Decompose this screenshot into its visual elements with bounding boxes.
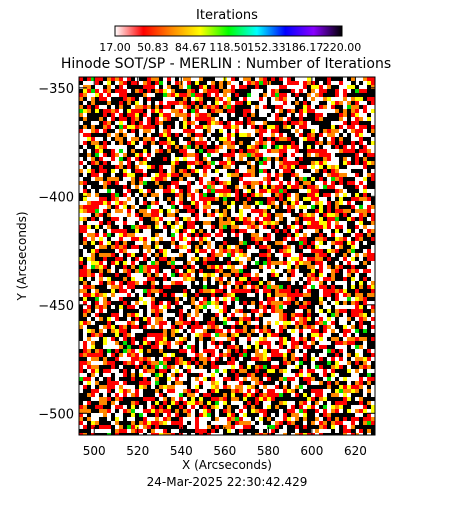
x-axis: 500 520 540 560 580 600 620 — [83, 77, 367, 458]
colorbar-tick-label: 84.67 — [175, 41, 207, 54]
colorbar-tick-label: 17.00 — [99, 41, 131, 54]
colorbar-tick-label: 152.33 — [247, 41, 286, 54]
colorbar-tick-label: 220.00 — [323, 41, 362, 54]
plot-frame — [78, 76, 376, 436]
y-tick-label: −400 — [38, 190, 74, 205]
y-tick-label: −350 — [38, 82, 74, 97]
colorbar-ticks: 17.00 50.83 84.67 118.50 152.33 186.17 220.00 — [99, 41, 361, 54]
colorbar — [114, 25, 343, 37]
y-tick-label: −450 — [38, 299, 74, 314]
y-tick-label: −500 — [38, 407, 74, 422]
x-tick-label: 620 — [344, 444, 367, 458]
x-tick-label: 500 — [83, 444, 106, 458]
colorbar-tick-label: 186.17 — [285, 41, 324, 54]
x-axis-label: X (Arcseconds) — [182, 458, 272, 472]
x-tick-label: 520 — [126, 444, 149, 458]
heatmap — [79, 77, 375, 435]
colorbar-tick-label: 50.83 — [137, 41, 169, 54]
colorbar-title: Iterations — [196, 8, 258, 23]
x-tick-label: 580 — [257, 444, 280, 458]
chart-title: Hinode SOT/SP - MERLIN : Number of Itera… — [61, 56, 391, 72]
y-axis-label: Y (Arcseconds) — [15, 211, 29, 301]
y-axis: −350 −400 −450 −500 — [38, 82, 375, 422]
timestamp: 24-Mar-2025 22:30:42.429 — [147, 475, 308, 489]
colorbar-tick-label: 118.50 — [209, 41, 248, 54]
x-tick-label: 600 — [300, 444, 323, 458]
x-tick-label: 560 — [213, 444, 236, 458]
x-tick-label: 540 — [170, 444, 193, 458]
